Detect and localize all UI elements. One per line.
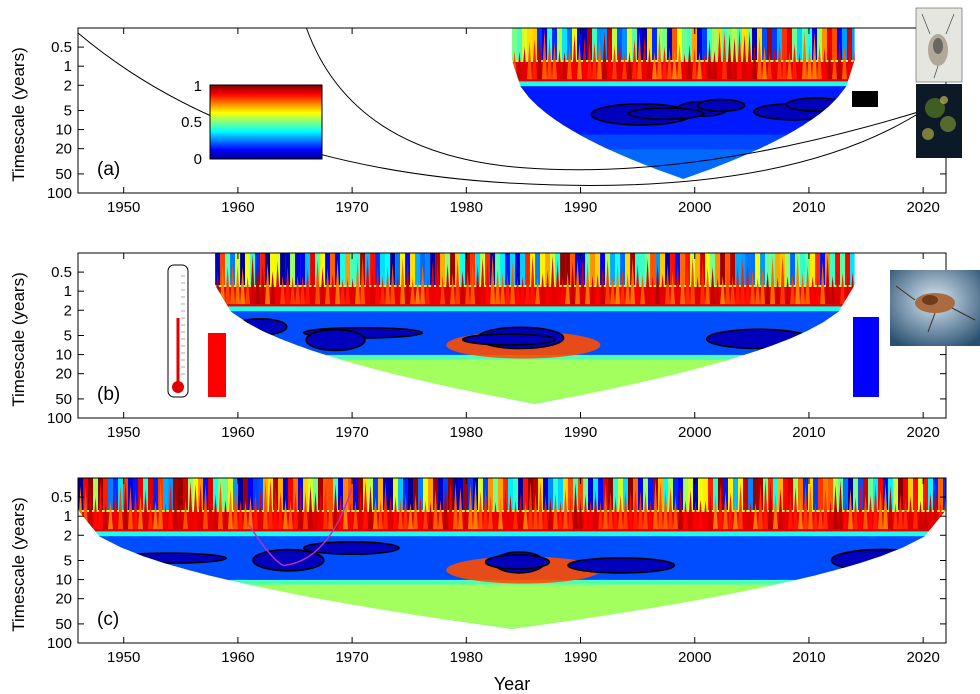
x-tick-label: 1970 (335, 424, 368, 441)
y-tick-label: 50 (55, 166, 72, 183)
x-tick-label: 1990 (564, 649, 597, 666)
phenology-bar (852, 91, 878, 107)
cone-of-influence (305, 27, 924, 171)
y-axis-label: Timescale (years) (9, 47, 28, 181)
x-tick-label: 2000 (678, 649, 711, 666)
y-tick-label: 1 (64, 58, 72, 75)
zooplankton-bar (853, 317, 879, 397)
coherence-heatmap (78, 478, 946, 629)
x-tick-label: 2010 (792, 424, 825, 441)
colorbar: 1 0.5 0 (181, 78, 323, 168)
x-tick-label: 1990 (564, 424, 597, 441)
panel-label: (c) (97, 609, 119, 630)
colorbar-tick-label: 0 (194, 151, 202, 168)
cone-of-influence (77, 32, 924, 186)
x-tick-label: 1980 (450, 199, 483, 216)
y-tick-label: 20 (55, 141, 72, 158)
y-tick-label: 1 (64, 508, 72, 525)
x-tick-label: 1950 (107, 424, 140, 441)
y-tick-label: 50 (55, 391, 72, 408)
y-tick-label: 5 (64, 553, 72, 570)
y-tick-label: 100 (47, 635, 72, 652)
y-tick-label: 20 (55, 591, 72, 608)
zooplankton-photo (890, 270, 980, 346)
x-tick-label: 2000 (678, 424, 711, 441)
y-tick-label: 0.5 (51, 39, 72, 56)
panel-a: 1950 1960 1970 1980 1990 2000 2010 20200.512510… (9, 27, 947, 216)
x-tick-label: 2010 (792, 649, 825, 666)
thermometer-bar (208, 333, 226, 397)
x-tick-label: 1990 (564, 199, 597, 216)
plankton-photo (916, 84, 962, 158)
x-tick-label: 2000 (678, 199, 711, 216)
x-tick-label: 1980 (450, 649, 483, 666)
y-tick-label: 100 (47, 410, 72, 427)
x-tick-label: 1980 (450, 424, 483, 441)
x-tick-label: 1970 (335, 649, 368, 666)
y-tick-label: 0.5 (51, 489, 72, 506)
y-tick-label: 50 (55, 616, 72, 633)
x-tick-label: 2020 (906, 649, 939, 666)
y-tick-label: 1 (64, 283, 72, 300)
y-axis-label: Timescale (years) (9, 272, 28, 406)
y-tick-label: 2 (64, 77, 72, 94)
thermometer-icon (167, 264, 189, 398)
x-tick-label: 1970 (335, 199, 368, 216)
y-tick-label: 0.5 (51, 264, 72, 281)
y-tick-label: 5 (64, 328, 72, 345)
x-tick-label: 2020 (906, 424, 939, 441)
x-tick-label: 1950 (107, 199, 140, 216)
x-tick-label: 1960 (221, 424, 254, 441)
x-tick-label: 2010 (792, 199, 825, 216)
colorbar-gradient (209, 84, 323, 160)
y-tick-label: 2 (64, 527, 72, 544)
y-tick-label: 20 (55, 366, 72, 383)
x-tick-label: 1960 (221, 649, 254, 666)
y-tick-label: 10 (55, 122, 72, 139)
x-axis-label: Year (494, 674, 530, 694)
y-tick-label: 2 (64, 302, 72, 319)
y-tick-label: 5 (64, 103, 72, 120)
y-tick-label: 10 (55, 347, 72, 364)
panel-c: 1950 1960 1970 1980 1990 2000 2010 20200.512510… (9, 477, 947, 694)
y-tick-label: 10 (55, 572, 72, 589)
x-tick-label: 1950 (107, 649, 140, 666)
x-tick-label: 2020 (906, 199, 939, 216)
colorbar-tick-label: 1 (194, 78, 202, 95)
magenta-curve (248, 487, 353, 567)
y-axis-label: Timescale (years) (9, 497, 28, 631)
colorbar-tick-label: 0.5 (181, 114, 202, 131)
coherence-heatmap (512, 28, 855, 179)
y-tick-label: 100 (47, 185, 72, 202)
x-tick-label: 1960 (221, 199, 254, 216)
panel-label: (b) (97, 384, 120, 405)
coherence-heatmap (215, 253, 855, 404)
copepod-photo (915, 7, 963, 83)
panel-b: 1950 1960 1970 1980 1990 2000 2010 20200.512510… (9, 252, 947, 441)
panel-label: (a) (97, 159, 120, 180)
